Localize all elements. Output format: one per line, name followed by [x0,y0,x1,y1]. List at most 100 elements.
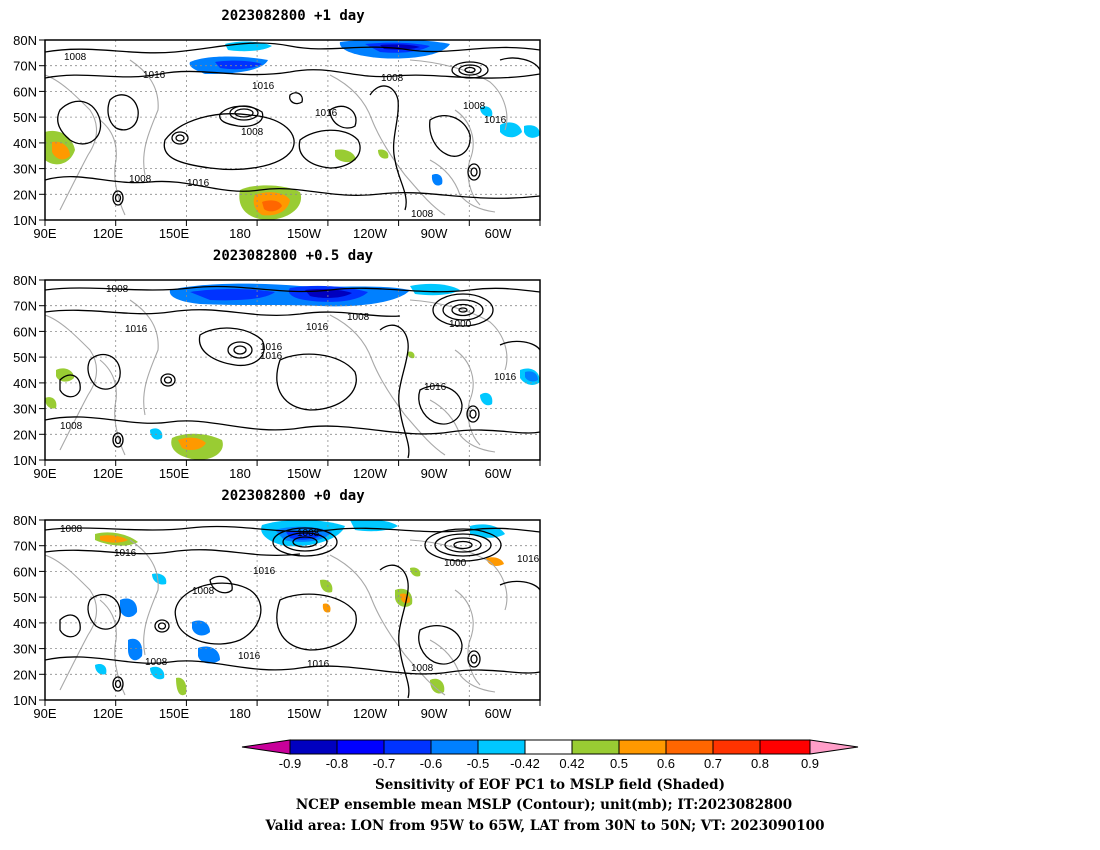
lon-tick-label: 90E [33,226,56,241]
colorbar-swatch [336,739,385,755]
contour-label: 1008 [129,174,152,185]
contour-label: 1008 [411,663,434,674]
contour-labels: 1008 1008 1000 1016 1016 1016 1016 1016 … [60,284,517,432]
lat-tick-label: 10N [13,453,37,468]
shade-positive [176,677,187,696]
caption-line-1: Sensitivity of EOF PC1 to MSLP field (Sh… [375,777,725,793]
lat-tick-label: 80N [13,273,37,288]
shade-negative [120,598,138,618]
map-panel-0.5day: 2023082800 +0.5 day [13,248,541,481]
colorbar-swatch [477,739,526,755]
colorbar-swatch [430,739,479,755]
shade-positive [56,368,74,382]
contour-label: 1008 [463,101,486,112]
contour-label: 1008 [241,127,264,138]
lat-tick-label: 50N [13,350,37,365]
colorbar-swatch [289,739,338,755]
lon-tick-label: 90W [421,466,448,481]
contour-label: 1016 [143,70,166,81]
shade-negative [95,664,107,675]
lon-tick-label: 180 [229,466,251,481]
shade-positive [100,535,128,543]
map-frame [44,39,541,221]
gridline-layer [45,520,540,700]
lon-tick-label: 60W [485,466,512,481]
lon-tick-label: 150E [159,226,190,241]
colorbar-swatch [759,739,811,755]
shade-negative [480,106,493,117]
colorbar-label: -0.7 [373,756,395,771]
map-frame [44,519,541,701]
lon-tick-label: 60W [485,706,512,721]
panel-title: 2023082800 +0.5 day [213,248,374,264]
contour-label: 1016 [517,554,540,565]
colorbar-label: 0.5 [610,756,628,771]
lon-tick-label: 150W [287,226,322,241]
lon-tick-label: 150W [287,466,322,481]
contour-label: 1000 [449,319,472,330]
lat-tick-label: 30N [13,402,37,417]
shade-negative [431,174,443,186]
axis-ticks [39,279,541,466]
contour-label: 1008 [411,209,434,220]
lat-tick-label: 60N [13,324,37,339]
panel-title: 2023082800 +1 day [221,8,365,24]
colorbar-swatch [665,739,714,755]
shade-negative [128,638,143,661]
map-panel-0day: 2023082800 +0 day [13,488,541,721]
axis-ticks [39,519,541,706]
contour-label: 1008 [192,586,215,597]
shade-negative [198,646,220,664]
contour-label: 1016 [307,659,330,670]
axis-ticks [39,39,541,226]
lat-tick-label: 70N [13,59,37,74]
shading-layer [45,283,540,460]
lat-tick-label: 30N [13,642,37,657]
colorbar-label: -0.8 [326,756,348,771]
lat-tick-label: 10N [13,693,37,708]
colorbar-label: 0.9 [801,756,819,771]
panel-title: 2023082800 +0 day [221,488,365,504]
lon-tick-label: 120E [93,226,124,241]
contour-label: 1016 [187,178,210,189]
contour-label: 1008 [106,284,129,295]
shade-negative [524,125,540,138]
lon-tick-label: 120W [353,226,388,241]
colorbar: -0.9 -0.8 -0.7 -0.6 -0.5 -0.42 0.42 0.5 … [241,739,859,771]
lon-tick-label: 60W [485,226,512,241]
colorbar-label: 0.7 [704,756,722,771]
shade-negative [470,524,505,538]
lat-tick-label: 70N [13,539,37,554]
shade-negative [152,573,167,585]
lat-tick-label: 10N [13,213,37,228]
shade-negative [525,371,538,382]
lat-tick-label: 50N [13,110,37,125]
lat-tick-label: 80N [13,513,37,528]
contour-label: 1008 [347,312,370,323]
coastline-layer [45,299,508,456]
contour-label: 1008 [381,73,404,84]
contour-label: 1016 [484,115,507,126]
lat-tick-label: 40N [13,616,37,631]
lat-tick-labels: 80N 70N 60N 50N 40N 30N 20N 10N [13,33,37,228]
lat-tick-label: 20N [13,667,37,682]
shade-positive [262,200,282,212]
map-panel-1day: 2023082800 +1 day [13,8,541,241]
contour-label: 1008 [60,524,83,535]
contour-label: 1008 [60,421,83,432]
shade-negative [410,283,460,296]
shade-positive [486,557,504,566]
shade-negative [190,289,275,301]
colorbar-label: 0.6 [657,756,675,771]
shade-positive [335,149,356,163]
lon-tick-label: 90W [421,706,448,721]
lat-tick-label: 60N [13,564,37,579]
lon-tick-label: 180 [229,226,251,241]
coastline-layer [45,539,508,696]
caption-line-3: Valid area: LON from 95W to 65W, LAT fro… [265,818,825,834]
lon-tick-label: 90E [33,466,56,481]
contour-label: 1016 [260,342,283,353]
lat-tick-label: 20N [13,187,37,202]
lat-tick-label: 20N [13,427,37,442]
contour-layer [45,525,540,699]
